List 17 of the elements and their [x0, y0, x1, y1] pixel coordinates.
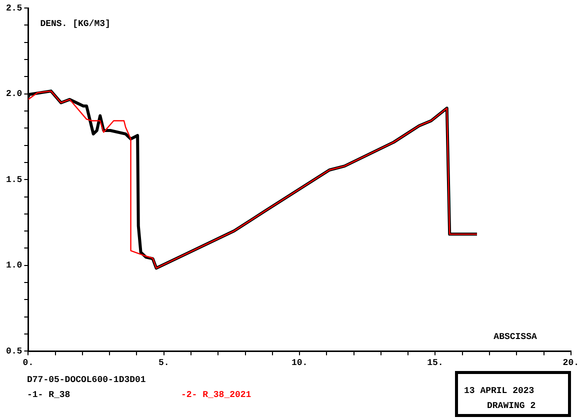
- x-tick-label: 5.: [158, 358, 170, 368]
- x-tick-label: 20.: [562, 358, 579, 368]
- text: D77-05-DOCOL600-1D3D01: [27, 375, 146, 385]
- y-tick-label: 1.0: [6, 260, 22, 271]
- text: -1- R_38: [27, 390, 72, 400]
- x-axis-title: ABSCISSA: [494, 332, 538, 342]
- x-tick-label: 15.: [427, 358, 444, 368]
- y-tick-label: 2.5: [6, 3, 22, 14]
- y-tick-label: 0.5: [6, 346, 22, 356]
- y-axis-title: DENS. [KG/M3]: [40, 18, 110, 29]
- x-tick-label: 0.: [22, 358, 34, 368]
- text: 13 APRIL 2023: [464, 386, 534, 396]
- text: DRAWING 2: [487, 401, 536, 411]
- y-tick-label: 1.5: [6, 174, 22, 185]
- x-tick-label: 10.: [291, 358, 308, 368]
- y-tick-label: 2.0: [6, 89, 22, 100]
- text: -2- R_38_2021: [181, 390, 252, 400]
